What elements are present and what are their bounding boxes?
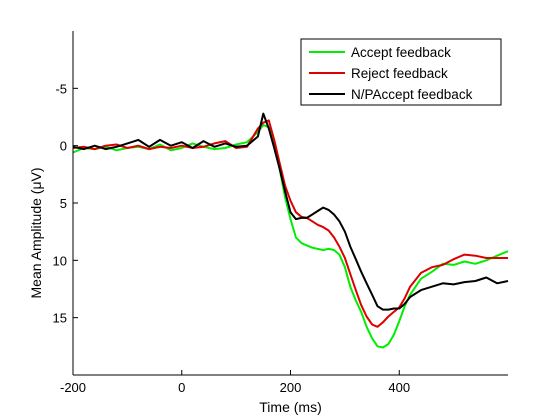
legend: Accept feedback Reject feedback N/PAccep…	[300, 38, 502, 106]
y-tick-label: 5	[60, 196, 67, 211]
y-tick-label: 10	[53, 253, 67, 268]
x-tick-label: 200	[280, 380, 302, 395]
y-ticks: -5 0 5 10 15	[53, 81, 78, 326]
y-tick-label: -5	[55, 81, 67, 96]
x-tick-label: 0	[178, 380, 185, 395]
x-axis-title: Time (ms)	[259, 399, 321, 415]
series-layer	[72, 112, 509, 349]
series-line-accept-feedback	[72, 124, 509, 349]
series-line-reject-feedback	[72, 119, 508, 328]
legend-label-reject-feedback: Reject feedback	[351, 66, 448, 81]
series-line-n-paccept-feedback	[72, 112, 509, 311]
legend-label-np-accept-feedback: N/PAccept feedback	[351, 87, 473, 102]
legend-label-accept-feedback: Accept feedback	[351, 45, 451, 60]
y-tick-label: 15	[53, 311, 67, 326]
y-tick-label: 0	[60, 139, 67, 154]
x-ticks: -200 0 200 400	[60, 370, 410, 395]
x-tick-label: -200	[60, 380, 86, 395]
x-tick-label: 400	[388, 380, 410, 395]
y-axis-title: Mean Amplitude (μV)	[28, 167, 44, 298]
